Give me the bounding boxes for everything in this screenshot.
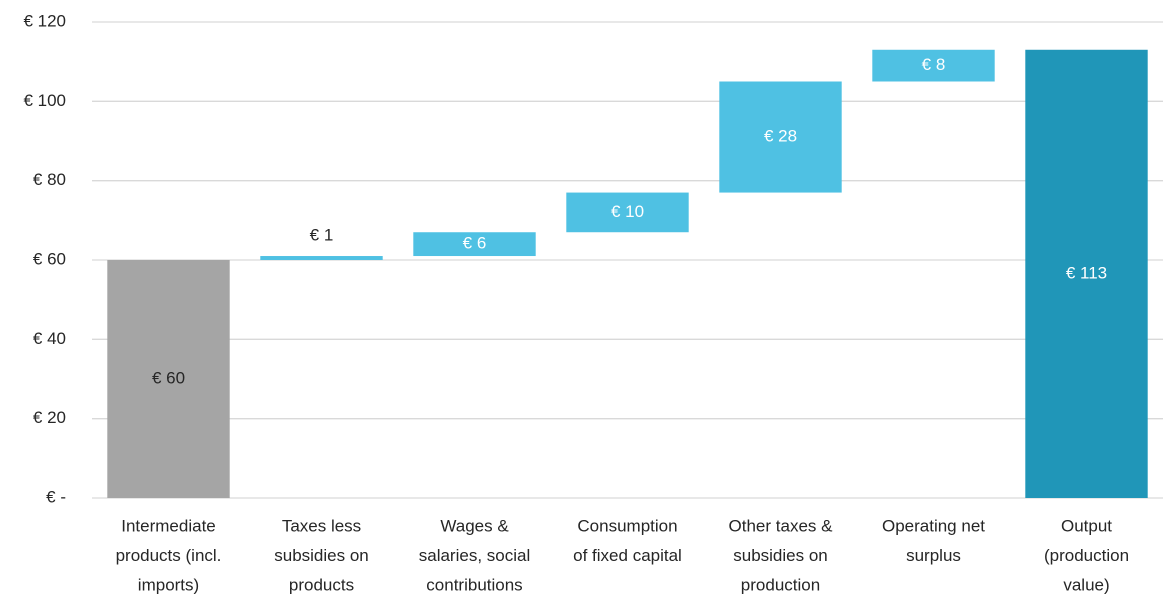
value-label: € 10 <box>611 202 644 221</box>
y-tick-label: € 100 <box>23 91 66 110</box>
x-tick-label: subsidies on <box>733 546 828 565</box>
value-label: € 1 <box>310 226 334 245</box>
x-tick-label: Operating net <box>882 516 985 535</box>
x-tick-label: Taxes less <box>282 516 361 535</box>
x-tick-label: Wages & <box>440 516 509 535</box>
value-label: € 6 <box>463 234 487 253</box>
x-tick-label: subsidies on <box>274 546 369 565</box>
bar <box>260 256 383 260</box>
value-label: € 28 <box>764 127 797 146</box>
x-tick-label: of fixed capital <box>573 546 682 565</box>
x-tick-label: salaries, social <box>419 546 531 565</box>
bar <box>719 81 842 193</box>
x-tick-label: production <box>741 575 820 594</box>
bar <box>413 232 536 257</box>
y-tick-label: € - <box>46 487 66 506</box>
x-tick-label: Consumption <box>577 516 677 535</box>
y-tick-label: € 20 <box>33 408 66 427</box>
x-tick-label: value) <box>1063 575 1109 594</box>
x-tick-label: surplus <box>906 546 961 565</box>
x-tick-label: (production <box>1044 546 1129 565</box>
y-tick-label: € 80 <box>33 170 66 189</box>
x-tick-label: Intermediate <box>121 516 216 535</box>
value-label: € 8 <box>922 55 946 74</box>
bar <box>1025 49 1148 499</box>
value-label: € 113 <box>1066 263 1107 282</box>
x-tick-label: contributions <box>426 575 522 594</box>
x-tick-label: Output <box>1061 516 1112 535</box>
bar <box>566 192 689 233</box>
x-tick-label: products (incl. <box>116 546 222 565</box>
y-tick-label: € 40 <box>33 329 66 348</box>
x-tick-label: Other taxes & <box>729 516 834 535</box>
y-tick-label: € 60 <box>33 249 66 268</box>
bar <box>872 49 995 82</box>
value-label: € 60 <box>152 368 185 387</box>
x-tick-label: products <box>289 575 354 594</box>
x-tick-label: imports) <box>138 575 199 594</box>
y-tick-label: € 120 <box>23 11 66 30</box>
bar <box>107 260 230 498</box>
